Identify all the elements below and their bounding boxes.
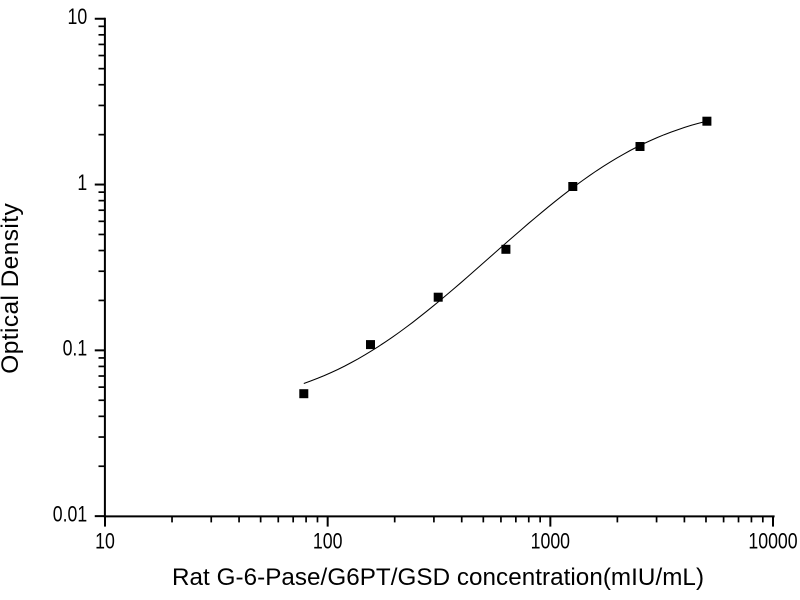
- svg-text:0.1: 0.1: [63, 336, 88, 361]
- svg-text:10: 10: [68, 4, 88, 29]
- svg-text:100: 100: [313, 528, 343, 553]
- svg-text:Rat G-6-Pase/G6PT/GSD concentr: Rat G-6-Pase/G6PT/GSD concentration(mIU/…: [172, 564, 704, 591]
- svg-text:10: 10: [95, 528, 115, 553]
- svg-text:Optical Density: Optical Density: [0, 203, 24, 374]
- svg-text:0.01: 0.01: [53, 502, 87, 527]
- svg-text:1000: 1000: [531, 528, 570, 553]
- svg-text:1: 1: [77, 170, 87, 195]
- svg-text:10000: 10000: [748, 528, 797, 553]
